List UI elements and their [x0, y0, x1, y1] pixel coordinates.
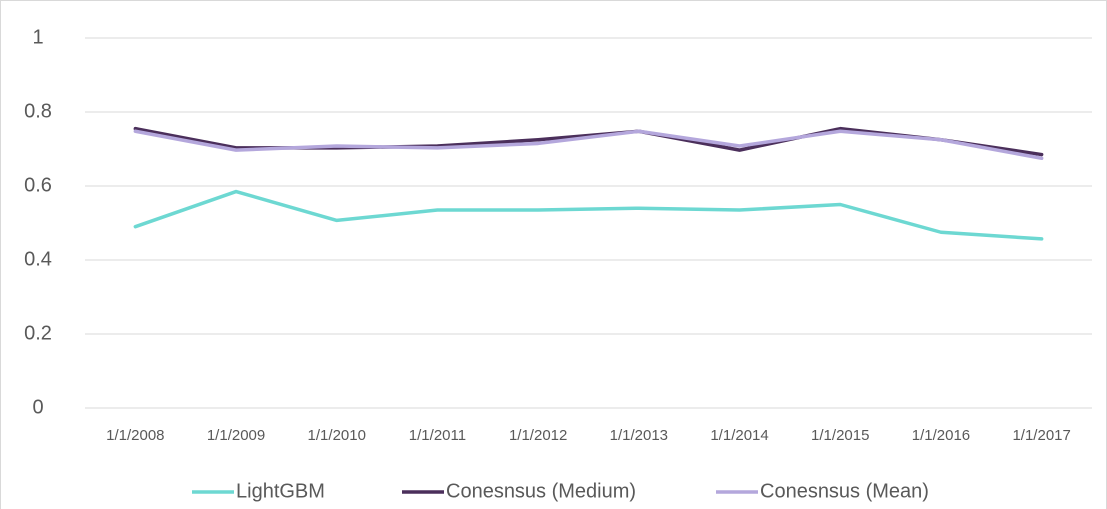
y-tick-label: 0.8 [24, 100, 52, 122]
x-tick-label: 1/1/2014 [710, 427, 768, 444]
x-tick-label: 1/1/2015 [811, 427, 869, 444]
legend-label: LightGBM [236, 480, 325, 502]
x-tick-label: 1/1/2012 [509, 427, 567, 444]
y-tick-label: 0.2 [24, 322, 52, 344]
x-tick-label: 1/1/2011 [409, 427, 466, 444]
y-tick-label: 0.4 [24, 248, 52, 270]
legend-label: Conesnsus (Mean) [760, 480, 929, 502]
series-line [133, 189, 1044, 241]
x-tick-label: 1/1/2013 [610, 427, 668, 444]
x-tick-label: 1/1/2017 [1012, 427, 1070, 444]
x-tick-label: 1/1/2008 [106, 427, 164, 444]
legend-label: Conesnsus (Medium) [446, 480, 636, 502]
y-tick-label: 0 [32, 396, 43, 418]
x-tick-label: 1/1/2009 [207, 427, 265, 444]
y-tick-label: 0.6 [24, 174, 52, 196]
x-tick-label: 1/1/2016 [912, 427, 970, 444]
x-tick-label: 1/1/2010 [308, 427, 366, 444]
series-line [133, 126, 1044, 157]
y-tick-label: 1 [32, 26, 43, 48]
series-line [133, 129, 1044, 160]
